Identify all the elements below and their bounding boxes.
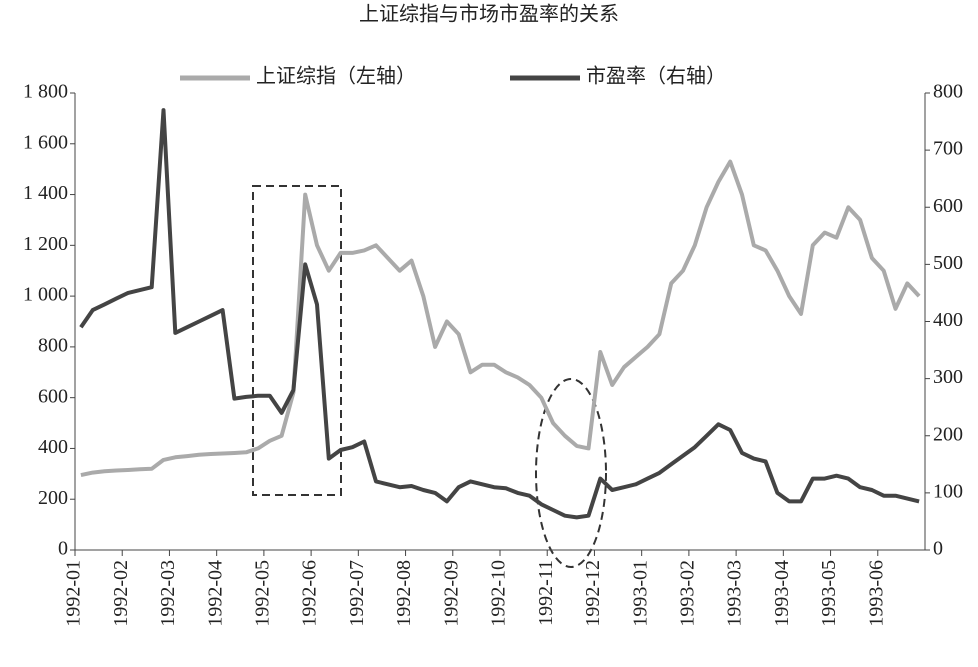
x-tick-label: 1992-10 [488,560,510,627]
y2-tick-label: 300 [933,366,963,388]
y2-tick-label: 700 [933,138,963,160]
x-tick-label: 1993-03 [724,560,746,627]
y2-tick-label: 800 [933,81,963,103]
chart-title: 上证综指与市场市盈率的关系 [359,3,619,26]
x-tick-label: 1992-01 [63,560,85,627]
highlight-box [252,185,342,496]
legend-label: 市盈率（右轴） [586,65,726,88]
y-tick-label: 600 [38,385,68,407]
y-tick-label: 1 000 [23,284,68,306]
y-tick-label: 400 [38,436,68,458]
x-tick-label: 1992-03 [157,560,179,627]
x-tick-label: 1993-04 [771,560,793,627]
x-tick-label: 1992-02 [110,560,132,627]
y-tick-label: 0 [58,538,68,560]
x-tick-label: 1992-11 [535,560,557,626]
x-tick-label: 1993-05 [818,560,840,627]
x-tick-label: 1992-08 [393,560,415,627]
y2-tick-label: 400 [933,309,963,331]
y-tick-label: 1 200 [23,233,68,255]
y2-tick-label: 100 [933,480,963,502]
y-tick-label: 800 [38,334,68,356]
series-line [80,159,921,478]
x-tick-label: 1993-01 [629,560,651,627]
x-tick-label: 1993-02 [676,560,698,627]
y-tick-label: 200 [38,487,68,509]
x-tick-label: 1992-05 [251,560,273,627]
x-tick-label: 1992-09 [440,560,462,627]
y-tick-label: 1 600 [23,131,68,153]
x-tick-label: 1992-06 [299,560,321,627]
y-tick-label: 1 800 [23,81,68,103]
y-tick-label: 1 400 [23,182,68,204]
x-tick-label: 1992-12 [582,560,604,627]
x-tick-label: 1992-04 [204,560,226,627]
y2-tick-label: 0 [933,538,943,560]
highlight-ellipse [535,378,607,568]
legend-label: 上证综指（左轴） [256,65,416,88]
y2-tick-label: 600 [933,195,963,217]
series-line [79,108,920,520]
x-tick-label: 1992-07 [346,560,368,627]
y2-tick-label: 500 [933,252,963,274]
y2-tick-label: 200 [933,423,963,445]
x-tick-label: 1993-06 [865,560,887,627]
